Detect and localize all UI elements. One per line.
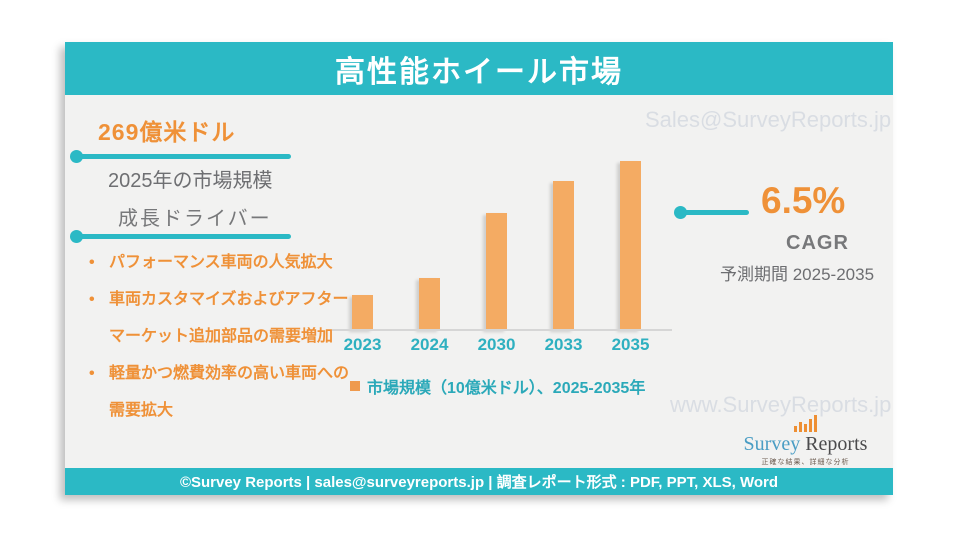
x-axis-label: 2024 xyxy=(410,335,449,354)
watermark-email: Sales@SurveyReports.jp xyxy=(645,107,892,132)
content-card: 高性能ホイール市場 Sales@SurveyReports.jp www.Sur… xyxy=(65,42,893,495)
driver-text: 軽量かつ燃費効率の高い車両への需要拡大 xyxy=(109,365,350,419)
bullet-icon: • xyxy=(89,291,95,308)
cagr-label: CAGR xyxy=(786,232,849,254)
bar-chart-icon xyxy=(733,415,878,432)
bar-2024 xyxy=(419,278,440,330)
bar-slot xyxy=(329,161,396,330)
logo-name: Survey Reports xyxy=(733,433,878,456)
x-axis-label: 2033 xyxy=(544,335,583,354)
list-item: • 軽量かつ燃費効率の高い車両への需要拡大 xyxy=(85,355,349,429)
x-axis-label: 2023 xyxy=(343,335,382,354)
divider-line xyxy=(70,150,291,163)
x-axis-label: 2030 xyxy=(477,335,516,354)
x-axis-labels: 2023 2024 2030 2033 2035 xyxy=(329,335,664,355)
logo-name-reports: Reports xyxy=(805,433,868,455)
logo-name-survey: Survey xyxy=(743,433,801,455)
cagr-value: 6.5% xyxy=(761,180,846,221)
x-axis-line xyxy=(332,329,672,331)
bar-slot xyxy=(396,161,463,330)
market-size-value: 269億米ドル xyxy=(98,119,236,145)
bar-slot xyxy=(463,161,530,330)
footer-bar: ©Survey Reports | sales@surveyreports.jp… xyxy=(65,468,893,495)
survey-reports-logo: Survey Reports 正確な結果、詳細な分析 xyxy=(733,415,878,467)
bar-2033 xyxy=(553,181,574,330)
bullet-icon: • xyxy=(89,365,95,382)
title-bar: 高性能ホイール市場 xyxy=(65,42,893,95)
chart-legend: 市場規模（10億米ドル）、2025-2035年 xyxy=(350,374,645,398)
footer-text: ©Survey Reports | sales@surveyreports.jp… xyxy=(179,474,779,491)
line-dot-icon xyxy=(70,230,83,243)
page-title: 高性能ホイール市場 xyxy=(335,55,623,89)
cagr-pointer-line xyxy=(674,206,749,219)
legend-label: 市場規模（10億米ドル）、2025-2035年 xyxy=(367,380,646,397)
growth-drivers-list: • パフォーマンス車両の人気拡大 • 車両カスタマイズおよびアフターマーケット追… xyxy=(85,244,349,429)
chart-bars xyxy=(329,161,664,330)
line-dot-icon xyxy=(674,206,687,219)
driver-text: 車両カスタマイズおよびアフターマーケット追加部品の需要増加 xyxy=(109,291,349,345)
list-item: • 車両カスタマイズおよびアフターマーケット追加部品の需要増加 xyxy=(85,281,349,355)
bar-2030 xyxy=(486,213,507,330)
market-size-label: 2025年の市場規模 xyxy=(108,170,273,192)
logo-tagline: 正確な結果、詳細な分析 xyxy=(761,459,850,466)
x-axis-label: 2035 xyxy=(611,335,650,354)
growth-drivers-title: 成長ドライバー xyxy=(118,208,272,230)
bar-2023 xyxy=(352,295,373,330)
bar-slot xyxy=(597,161,664,330)
divider-line xyxy=(70,230,291,243)
list-item: • パフォーマンス車両の人気拡大 xyxy=(85,244,349,281)
bar-2035 xyxy=(620,161,641,330)
legend-swatch-icon xyxy=(350,381,360,391)
line-dot-icon xyxy=(70,150,83,163)
bar-slot xyxy=(530,161,597,330)
cagr-period: 予測期間 2025-2035 xyxy=(720,265,875,284)
watermark-url: www.SurveyReports.jp xyxy=(670,392,892,417)
main-area: Sales@SurveyReports.jp www.SurveyReports… xyxy=(65,95,893,468)
driver-text: パフォーマンス車両の人気拡大 xyxy=(109,254,333,271)
bullet-icon: • xyxy=(89,254,95,271)
